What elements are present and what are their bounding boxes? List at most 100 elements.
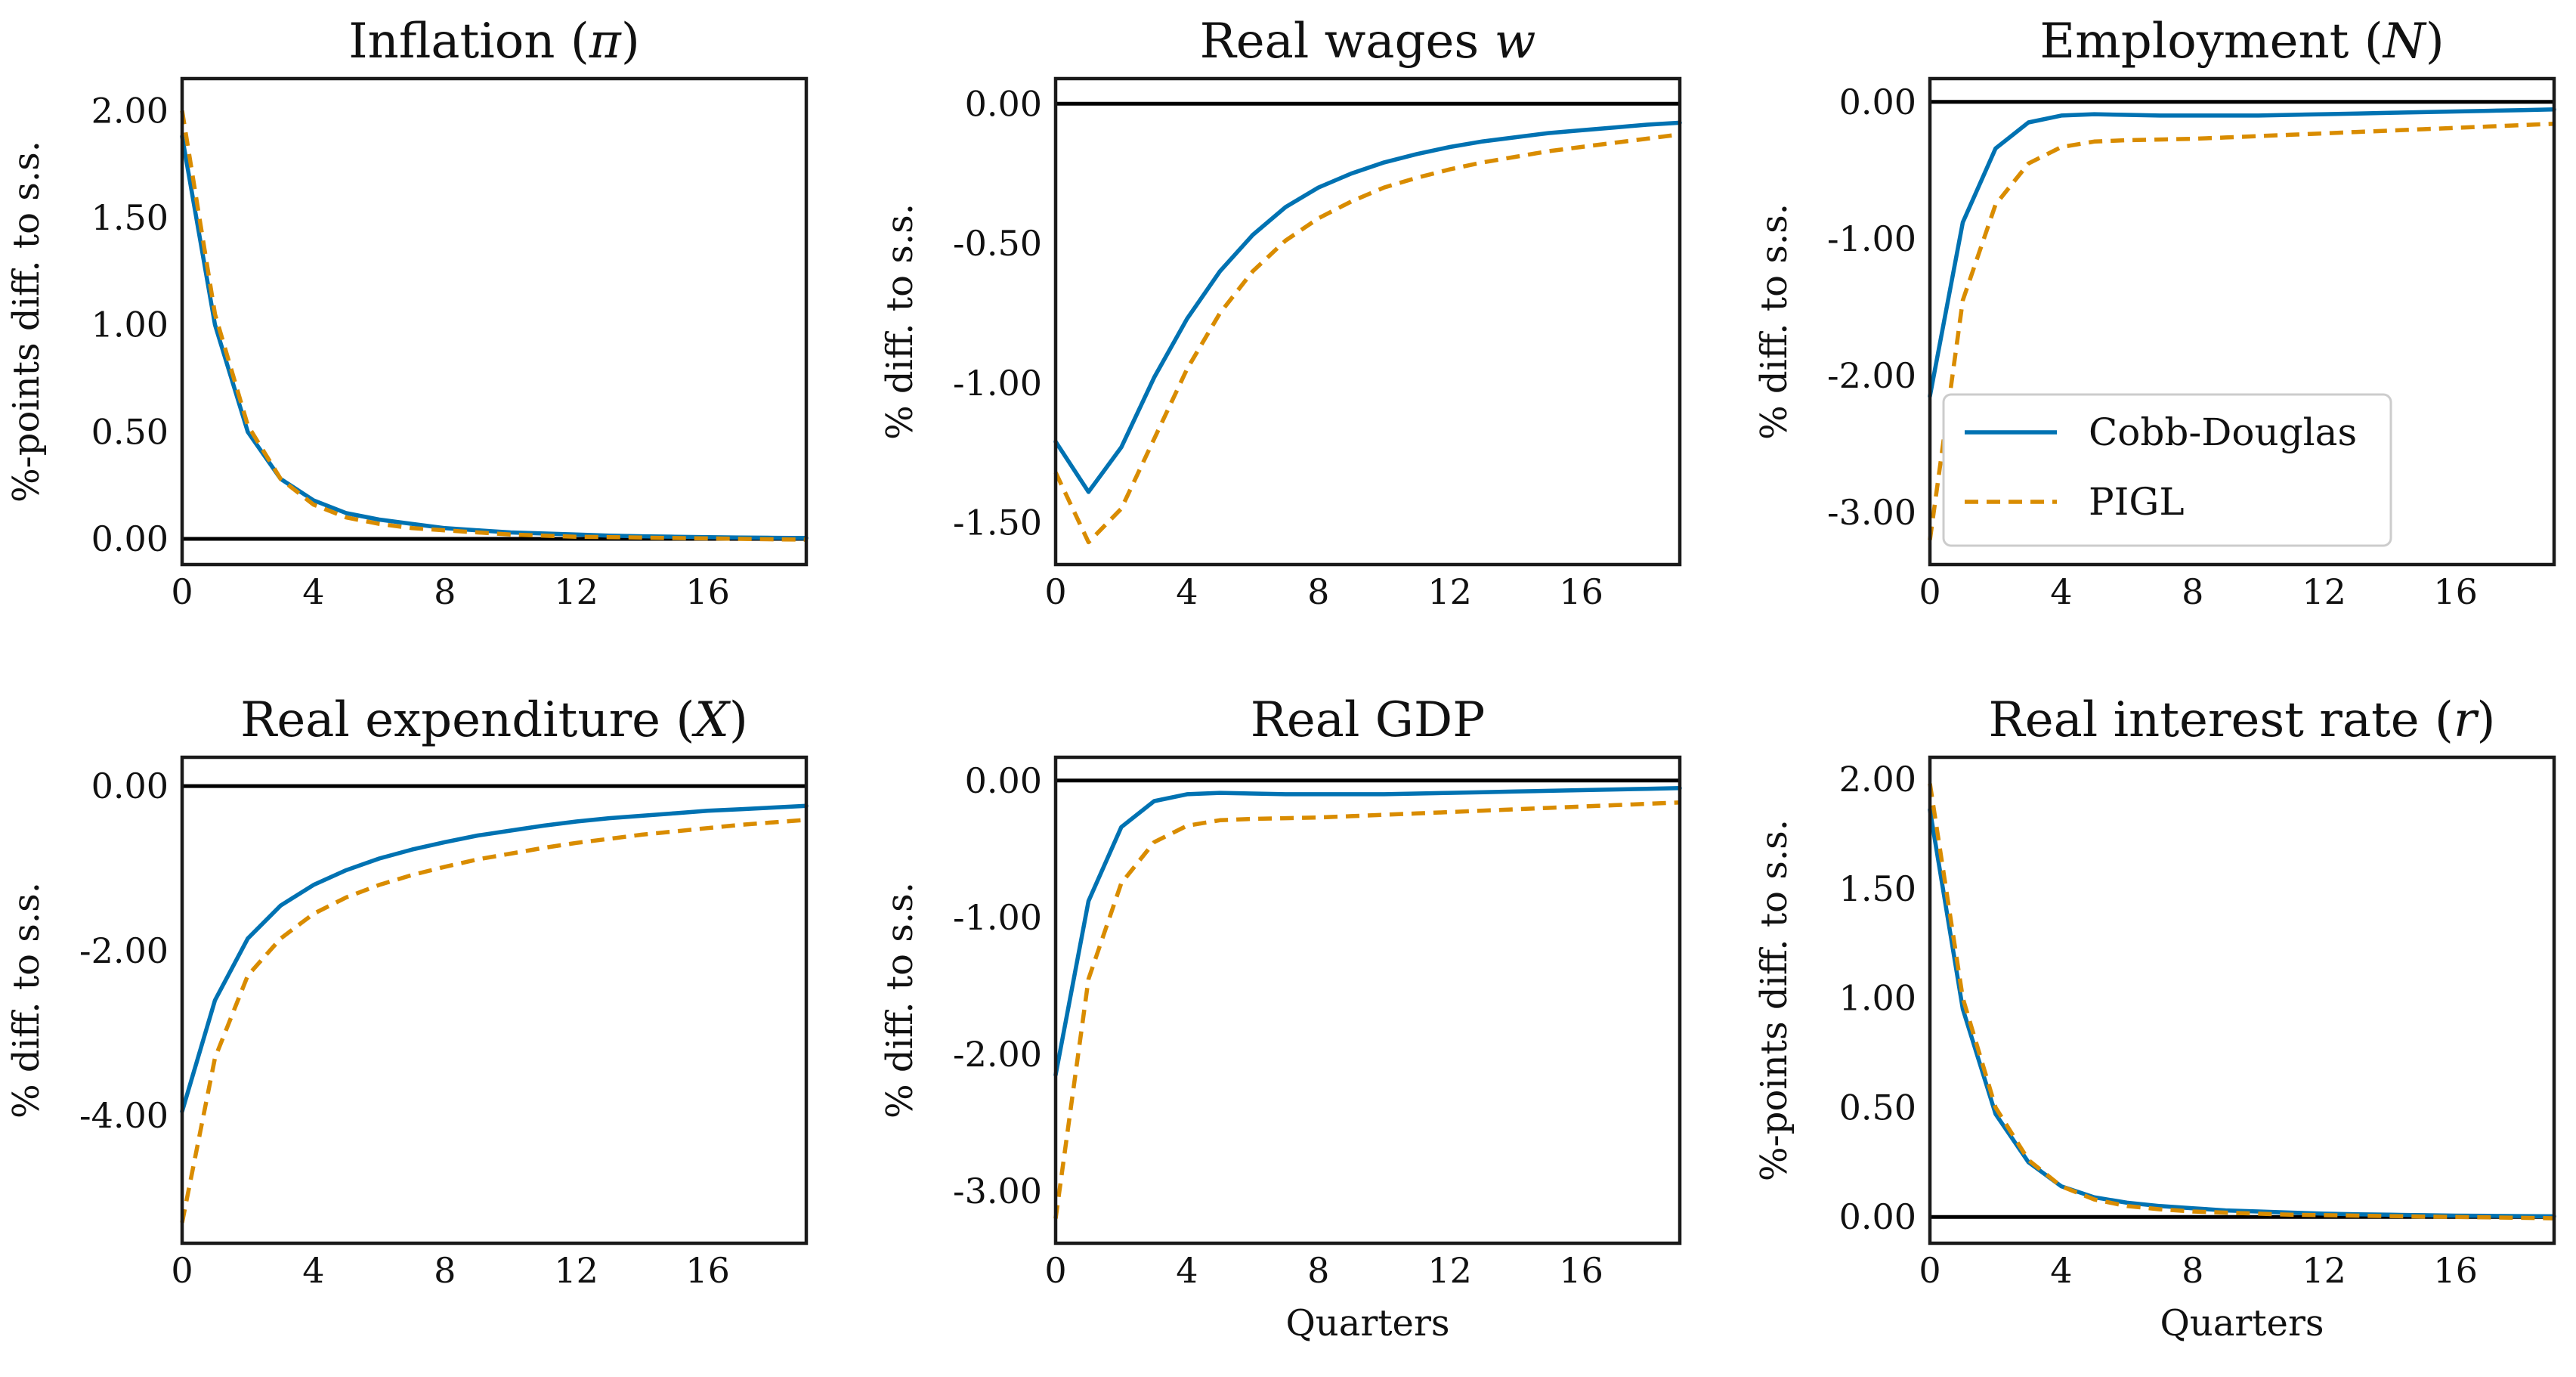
series-line-pigl bbox=[1928, 122, 2555, 540]
y-tick-label: 1.50 bbox=[1839, 868, 1916, 909]
series-line-cobb-douglas bbox=[180, 803, 809, 1114]
x-tick-label: 0 bbox=[171, 571, 193, 612]
panel-title-end: ) bbox=[2476, 692, 2495, 748]
x-tick-label: 16 bbox=[685, 571, 730, 612]
legend-label: PIGL bbox=[2089, 480, 2185, 524]
x-tick-label: 8 bbox=[434, 1250, 456, 1291]
y-tick-label: 0.50 bbox=[91, 411, 169, 452]
x-tick-label: 12 bbox=[2302, 571, 2346, 612]
legend-label: Cobb-Douglas bbox=[2089, 410, 2357, 454]
x-tick-label: 0 bbox=[171, 1250, 193, 1291]
x-tick-label: 0 bbox=[1044, 1250, 1066, 1291]
series-line-cobb-douglas bbox=[1053, 120, 1682, 494]
x-tick-label: 4 bbox=[1176, 1250, 1198, 1291]
x-tick-label: 8 bbox=[1307, 1250, 1329, 1291]
series-line-pigl bbox=[1053, 132, 1681, 545]
y-tick-label: -1.50 bbox=[953, 503, 1042, 543]
panel-title: Real wages w bbox=[1200, 14, 1536, 70]
panel-6: Real interest rate (r) 0 4 8 12 16 0.00 0.50 1.0… bbox=[1753, 692, 2556, 1345]
y-tick-label: -1.00 bbox=[953, 363, 1042, 404]
series-line-pigl bbox=[1928, 783, 2555, 1221]
y-tick-label: 0.00 bbox=[91, 766, 169, 806]
plot-frame bbox=[1053, 755, 1682, 1245]
x-tick-label: 12 bbox=[1427, 571, 1472, 612]
x-tick-label: 16 bbox=[2433, 571, 2478, 612]
x-tick-label: 12 bbox=[554, 571, 598, 612]
x-tick-label: 4 bbox=[2050, 571, 2072, 612]
panel-2: Real wages w 0 4 8 12 16 0.00 -0.50 -1.00 -1.50 % … bbox=[879, 14, 1682, 612]
x-tick-label: 8 bbox=[434, 571, 456, 612]
series-line-cobb-douglas bbox=[180, 134, 809, 540]
x-tick-label: 12 bbox=[554, 1250, 598, 1291]
y-tick-label: -1.00 bbox=[953, 897, 1042, 938]
y-tick-label: -3.00 bbox=[953, 1171, 1042, 1211]
y-tick-label: 1.00 bbox=[91, 305, 169, 345]
panel-3: Employment (N) 0 4 8 12 16 0.00 -1.00 -2.00 -3.00… bbox=[1753, 14, 2556, 612]
panel-1: Inflation (π) 0 4 8 12 16 0.00 0.50 1.00 1.50 2.00… bbox=[5, 14, 809, 612]
panel-title: Inflation (π) bbox=[348, 14, 640, 70]
panel-title-text: Inflation ( bbox=[348, 14, 589, 70]
y-axis-label: % diff. to s.s. bbox=[879, 882, 921, 1119]
y-tick-label: -3.00 bbox=[1827, 492, 1916, 533]
x-tick-label: 12 bbox=[1427, 1250, 1472, 1291]
y-tick-label: -0.50 bbox=[953, 223, 1042, 264]
x-tick-label: 0 bbox=[1919, 1250, 1941, 1291]
x-tick-label: 8 bbox=[2182, 571, 2203, 612]
x-tick-label: 4 bbox=[302, 571, 324, 612]
panel-title: Real expenditure (X) bbox=[240, 692, 748, 748]
y-tick-label: 0.00 bbox=[91, 518, 169, 559]
y-tick-label: 0.00 bbox=[965, 760, 1042, 801]
y-tick-label: 0.50 bbox=[1839, 1087, 1916, 1128]
panel-title-text: Real interest rate ( bbox=[1989, 692, 2454, 748]
x-tick-label: 12 bbox=[2302, 1250, 2346, 1291]
plot-frame bbox=[1928, 76, 2556, 567]
y-tick-label: -2.00 bbox=[1827, 355, 1916, 396]
y-tick-label: 0.00 bbox=[1839, 1196, 1916, 1237]
y-axis-label: % diff. to s.s. bbox=[879, 203, 921, 440]
x-tick-label: 16 bbox=[1559, 571, 1603, 612]
x-tick-label: 4 bbox=[302, 1250, 324, 1291]
panel-title-symbol: w bbox=[1495, 14, 1536, 70]
series-line-pigl bbox=[180, 110, 807, 542]
y-axis-label: % diff. to s.s. bbox=[1753, 203, 1795, 440]
y-tick-label: -2.00 bbox=[953, 1034, 1042, 1075]
y-axis-label: %-points diff. to s.s. bbox=[5, 141, 48, 503]
series-line-cobb-douglas bbox=[1928, 807, 2556, 1219]
panel-title-symbol: π bbox=[589, 14, 622, 70]
panel-title-end: ) bbox=[729, 692, 748, 748]
series-line-cobb-douglas bbox=[1053, 786, 1682, 1077]
y-tick-label: 0.00 bbox=[1839, 82, 1916, 122]
x-tick-label: 16 bbox=[685, 1250, 730, 1291]
y-tick-label: 2.00 bbox=[1839, 759, 1916, 800]
series-line-cobb-douglas bbox=[1928, 107, 2556, 398]
panel-title-symbol: r bbox=[2454, 692, 2479, 748]
series-line-pigl bbox=[180, 818, 807, 1224]
panel-title: Real interest rate (r) bbox=[1989, 692, 2496, 748]
panel-title-symbol: N bbox=[2382, 14, 2427, 70]
panel-title-text: Real GDP bbox=[1251, 692, 1486, 748]
plot-frame bbox=[1928, 755, 2556, 1245]
y-tick-label: -2.00 bbox=[79, 930, 169, 971]
panel-title-text: Employment ( bbox=[2039, 14, 2383, 70]
x-tick-label: 0 bbox=[1044, 571, 1066, 612]
y-tick-label: 0.00 bbox=[965, 83, 1042, 124]
plot-frame bbox=[1053, 76, 1682, 567]
panel-title: Real GDP bbox=[1251, 692, 1486, 748]
x-tick-label: 8 bbox=[1307, 571, 1329, 612]
panel-title-text: Real wages bbox=[1200, 14, 1495, 70]
y-tick-label: 2.00 bbox=[91, 90, 169, 131]
y-tick-label: -1.00 bbox=[1827, 218, 1916, 259]
panel-title-end: ) bbox=[2426, 14, 2445, 70]
x-tick-label: 8 bbox=[2182, 1250, 2203, 1291]
panel-5: Real GDP 0 4 8 12 16 0.00 -1.00 -2.00 -3.00 % diff… bbox=[879, 692, 1682, 1345]
x-tick-label: 4 bbox=[1176, 571, 1198, 612]
legend: Cobb-Douglas PIGL bbox=[1942, 393, 2392, 547]
x-tick-label: 16 bbox=[2433, 1250, 2478, 1291]
panel-title-end: ) bbox=[621, 14, 640, 70]
panel-title-symbol: X bbox=[691, 692, 731, 748]
y-axis-label: %-points diff. to s.s. bbox=[1753, 819, 1795, 1181]
x-tick-label: 4 bbox=[2050, 1250, 2072, 1291]
x-axis-label: Quarters bbox=[2160, 1302, 2324, 1345]
series-line-pigl bbox=[1053, 800, 1681, 1219]
